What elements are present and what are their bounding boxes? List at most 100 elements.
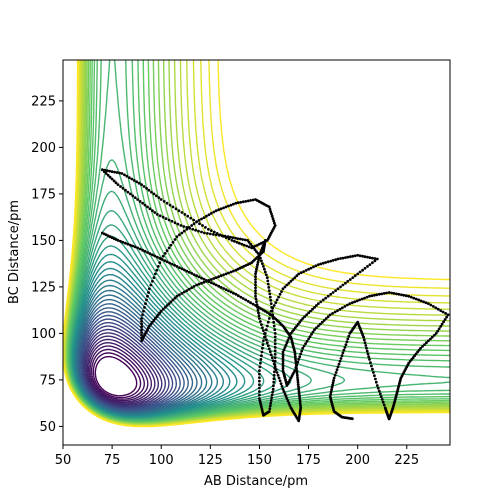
- trajectory-point: [214, 209, 218, 213]
- trajectory-point: [371, 261, 374, 265]
- trajectory-point: [339, 357, 343, 360]
- trajectory-point: [245, 244, 249, 248]
- trajectory-point: [267, 286, 271, 289]
- trajectory-point: [212, 210, 216, 214]
- trajectory-point: [331, 259, 335, 262]
- trajectory-point: [378, 392, 382, 396]
- trajectory-point: [264, 328, 268, 332]
- contour-line: [85, 335, 159, 406]
- trajectory-point: [258, 365, 262, 369]
- trajectory-point: [214, 283, 218, 287]
- x-tick-label: 125: [198, 453, 223, 468]
- trajectory-point: [379, 395, 383, 398]
- trajectory-point: [119, 185, 122, 188]
- trajectory-point: [321, 261, 325, 265]
- y-tick-label: 150: [31, 234, 56, 249]
- trajectory-point: [211, 233, 215, 236]
- trajectory-point: [272, 219, 276, 223]
- trajectory-point: [281, 357, 285, 361]
- trajectory-point: [145, 298, 148, 302]
- trajectory-point: [170, 219, 174, 223]
- trajectory-point: [182, 229, 186, 233]
- trajectory-point: [326, 260, 330, 264]
- trajectory-point: [374, 380, 378, 384]
- trajectory-point: [250, 244, 254, 248]
- trajectory-point: [138, 200, 142, 203]
- trajectory-point: [258, 372, 261, 376]
- trajectory-point: [155, 255, 159, 259]
- trajectory-point: [175, 265, 179, 268]
- trajectory-point: [127, 176, 131, 180]
- trajectory-point: [324, 317, 328, 320]
- trajectory-point: [263, 267, 266, 271]
- trajectory-point: [258, 376, 261, 379]
- y-tick-label: 75: [39, 373, 56, 388]
- trajectory-point: [201, 224, 204, 227]
- trajectory-point: [119, 239, 122, 243]
- trajectory-point: [318, 322, 322, 326]
- trajectory-point: [297, 358, 301, 361]
- trajectory-point: [257, 258, 260, 262]
- trajectory-point: [197, 282, 201, 286]
- trajectory-point: [363, 296, 366, 300]
- trajectory-point: [227, 271, 230, 275]
- trajectory-point: [212, 230, 216, 234]
- trajectory-point: [116, 183, 120, 187]
- trajectory-point: [254, 275, 257, 279]
- trajectory-point: [258, 390, 261, 393]
- trajectory-point: [297, 392, 301, 396]
- trajectory-point: [203, 231, 206, 235]
- contour-line: [82, 325, 170, 408]
- trajectory-point: [329, 390, 333, 394]
- trajectory-point: [140, 328, 144, 332]
- contour-line: [83, 328, 166, 408]
- trajectory-point: [417, 298, 420, 302]
- trajectory-point: [346, 255, 350, 259]
- trajectory-point: [273, 221, 276, 225]
- trajectory-point: [307, 337, 310, 341]
- trajectory-point: [339, 285, 342, 289]
- trajectory-point: [353, 254, 357, 258]
- trajectory-point: [289, 332, 293, 335]
- trajectory-point: [320, 320, 324, 324]
- trajectory-point: [165, 304, 169, 307]
- trajectory-point: [187, 287, 191, 291]
- trajectory-point: [342, 348, 346, 352]
- trajectory-point: [427, 339, 430, 343]
- trajectory-point: [269, 302, 273, 305]
- y-axis-ticks: 50 75 100 125 150 175 200 225: [31, 94, 63, 435]
- trajectory-point: [259, 403, 263, 407]
- trajectory-point: [254, 289, 257, 292]
- trajectory-point: [370, 294, 374, 298]
- trajectory-point: [271, 306, 275, 310]
- trajectory-point: [273, 342, 277, 346]
- trajectory-point: [202, 277, 206, 281]
- trajectory-point: [133, 196, 137, 200]
- trajectory-point: [262, 413, 265, 417]
- trajectory-point: [370, 364, 373, 368]
- trajectory-point: [236, 237, 240, 241]
- trajectory-point: [381, 400, 385, 404]
- trajectory-point: [241, 200, 245, 204]
- trajectory-point: [410, 358, 414, 361]
- trajectory-point: [233, 239, 236, 243]
- trajectory-point: [367, 355, 371, 359]
- trajectory-point: [344, 256, 347, 259]
- trajectory-point: [110, 170, 114, 174]
- trajectory-point: [304, 342, 307, 345]
- trajectory-point: [102, 170, 106, 174]
- trajectory-point: [260, 407, 264, 411]
- trajectory-point: [257, 314, 261, 318]
- trajectory-point: [257, 311, 260, 315]
- trajectory-point: [244, 200, 248, 203]
- trajectory-point: [341, 256, 345, 260]
- trajectory-point: [439, 309, 443, 312]
- trajectory-point: [281, 350, 285, 354]
- trajectory-point: [431, 305, 435, 308]
- trajectory-point: [241, 297, 245, 300]
- trajectory-point: [140, 339, 144, 343]
- trajectory-point: [274, 301, 278, 305]
- trajectory-point: [234, 292, 238, 296]
- trajectory-point: [439, 325, 443, 328]
